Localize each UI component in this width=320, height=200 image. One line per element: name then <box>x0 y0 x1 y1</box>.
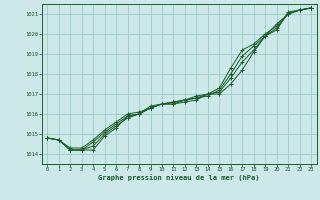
X-axis label: Graphe pression niveau de la mer (hPa): Graphe pression niveau de la mer (hPa) <box>99 174 260 181</box>
